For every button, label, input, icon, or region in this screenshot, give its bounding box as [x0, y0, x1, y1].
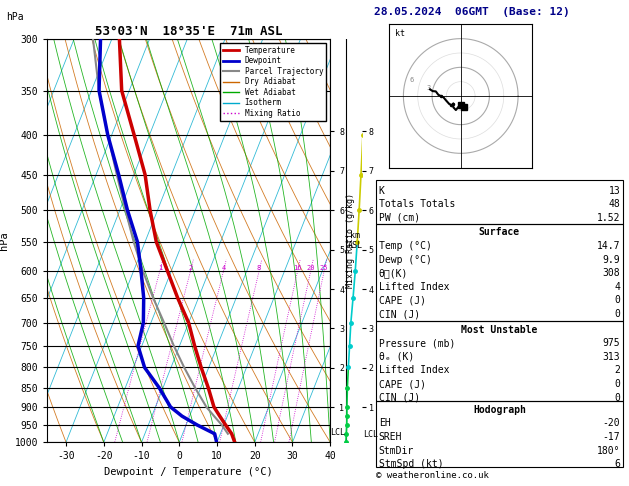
- Text: -17: -17: [603, 432, 620, 442]
- Text: Most Unstable: Most Unstable: [461, 325, 538, 335]
- Text: Mixing Ratio (g/kg): Mixing Ratio (g/kg): [346, 193, 355, 288]
- Text: Totals Totals: Totals Totals: [379, 199, 455, 209]
- Text: EH: EH: [379, 418, 391, 429]
- Text: Pressure (mb): Pressure (mb): [379, 338, 455, 348]
- Text: K: K: [379, 186, 384, 196]
- Text: SREH: SREH: [379, 432, 402, 442]
- Text: kt: kt: [395, 29, 405, 38]
- Text: Lifted Index: Lifted Index: [379, 282, 449, 292]
- Text: 313: 313: [603, 352, 620, 362]
- Text: Surface: Surface: [479, 227, 520, 238]
- Text: LCL: LCL: [363, 430, 378, 439]
- Text: hPa: hPa: [6, 12, 24, 22]
- Text: 4: 4: [615, 282, 620, 292]
- Text: 1: 1: [158, 265, 162, 271]
- Text: θₑ (K): θₑ (K): [379, 352, 414, 362]
- Text: CIN (J): CIN (J): [379, 309, 420, 319]
- Text: CAPE (J): CAPE (J): [379, 295, 426, 306]
- Text: 9.9: 9.9: [603, 255, 620, 265]
- Text: -20: -20: [603, 418, 620, 429]
- Text: 14.7: 14.7: [597, 241, 620, 251]
- Text: 8: 8: [257, 265, 261, 271]
- Text: 48: 48: [608, 199, 620, 209]
- X-axis label: Dewpoint / Temperature (°C): Dewpoint / Temperature (°C): [104, 467, 273, 477]
- Text: Lifted Index: Lifted Index: [379, 365, 449, 376]
- Text: 1.52: 1.52: [597, 213, 620, 223]
- Text: CAPE (J): CAPE (J): [379, 379, 426, 389]
- Text: PW (cm): PW (cm): [379, 213, 420, 223]
- Text: Temp (°C): Temp (°C): [379, 241, 431, 251]
- Text: 2: 2: [188, 265, 192, 271]
- Legend: Temperature, Dewpoint, Parcel Trajectory, Dry Adiabat, Wet Adiabat, Isotherm, Mi: Temperature, Dewpoint, Parcel Trajectory…: [220, 43, 326, 121]
- Text: 20: 20: [306, 265, 315, 271]
- Text: 975: 975: [603, 338, 620, 348]
- Text: 0: 0: [615, 295, 620, 306]
- Text: 308: 308: [603, 268, 620, 278]
- Text: Dewp (°C): Dewp (°C): [379, 255, 431, 265]
- Text: 0: 0: [615, 393, 620, 403]
- Text: Hodograph: Hodograph: [473, 405, 526, 415]
- Text: 2: 2: [615, 365, 620, 376]
- Text: 6: 6: [615, 459, 620, 469]
- Text: StmDir: StmDir: [379, 446, 414, 456]
- Y-axis label: km
ASL: km ASL: [348, 231, 363, 250]
- Text: 0: 0: [615, 379, 620, 389]
- Text: 0: 0: [615, 309, 620, 319]
- Text: StmSpd (kt): StmSpd (kt): [379, 459, 443, 469]
- Text: 180°: 180°: [597, 446, 620, 456]
- Y-axis label: hPa: hPa: [0, 231, 9, 250]
- Text: © weatheronline.co.uk: © weatheronline.co.uk: [376, 471, 489, 480]
- Text: 4: 4: [221, 265, 226, 271]
- Title: 53°03'N  18°35'E  71m ASL: 53°03'N 18°35'E 71m ASL: [95, 25, 282, 38]
- Text: LCL: LCL: [330, 428, 345, 437]
- Text: 16: 16: [293, 265, 302, 271]
- Text: 25: 25: [320, 265, 328, 271]
- Text: CIN (J): CIN (J): [379, 393, 420, 403]
- Text: θᴇ(K): θᴇ(K): [379, 268, 408, 278]
- Text: 28.05.2024  06GMT  (Base: 12): 28.05.2024 06GMT (Base: 12): [374, 7, 570, 17]
- Text: 3: 3: [426, 85, 431, 91]
- Text: 6: 6: [409, 77, 413, 83]
- Text: 13: 13: [608, 186, 620, 196]
